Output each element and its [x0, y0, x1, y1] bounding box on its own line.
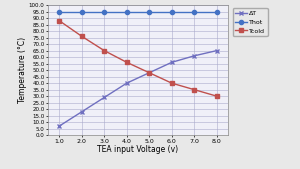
ΔT — [170, 61, 173, 63]
ΔT — [215, 50, 218, 52]
Thot — [58, 10, 61, 13]
Tcold — [170, 82, 173, 84]
Tcold — [103, 50, 106, 52]
Thot — [215, 10, 218, 13]
Tcold — [148, 72, 151, 74]
Thot — [193, 10, 196, 13]
ΔT — [80, 111, 83, 113]
Thot — [125, 10, 129, 13]
Y-axis label: Temperature (°C): Temperature (°C) — [18, 37, 27, 103]
Line: ΔT: ΔT — [57, 48, 219, 128]
ΔT — [148, 72, 151, 74]
Line: Thot: Thot — [57, 9, 219, 14]
ΔT — [58, 125, 61, 127]
ΔT — [103, 96, 106, 99]
Thot — [80, 10, 83, 13]
ΔT — [193, 55, 196, 57]
Thot — [103, 10, 106, 13]
Thot — [170, 10, 173, 13]
Tcold — [80, 35, 83, 37]
Thot — [148, 10, 151, 13]
Legend: ΔT, Thot, Tcold: ΔT, Thot, Tcold — [233, 8, 268, 36]
Tcold — [215, 95, 218, 97]
X-axis label: TEA input Voltage (v): TEA input Voltage (v) — [98, 145, 178, 154]
Line: Tcold: Tcold — [57, 19, 219, 98]
ΔT — [125, 82, 129, 84]
Tcold — [193, 89, 196, 91]
Tcold — [125, 61, 129, 63]
Tcold — [58, 20, 61, 22]
